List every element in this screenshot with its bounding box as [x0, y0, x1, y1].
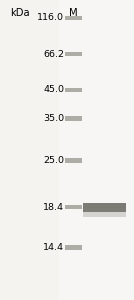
Bar	[65, 205, 82, 209]
Text: 35.0: 35.0	[43, 114, 64, 123]
Bar	[59, 0, 134, 300]
Text: kDa: kDa	[10, 8, 30, 18]
Bar	[65, 88, 82, 92]
Text: 25.0: 25.0	[43, 156, 64, 165]
Text: 66.2: 66.2	[43, 50, 64, 58]
Text: 45.0: 45.0	[43, 85, 64, 94]
Bar	[65, 16, 82, 20]
Bar	[65, 52, 82, 56]
Text: 14.4: 14.4	[43, 243, 64, 252]
Text: 116.0: 116.0	[37, 14, 64, 22]
Bar	[65, 158, 82, 163]
Bar	[65, 245, 82, 250]
Text: M: M	[69, 8, 78, 18]
Bar	[65, 116, 82, 121]
Text: 18.4: 18.4	[43, 202, 64, 211]
Bar	[83, 203, 126, 212]
Bar	[83, 212, 126, 217]
Bar	[83, 203, 126, 208]
